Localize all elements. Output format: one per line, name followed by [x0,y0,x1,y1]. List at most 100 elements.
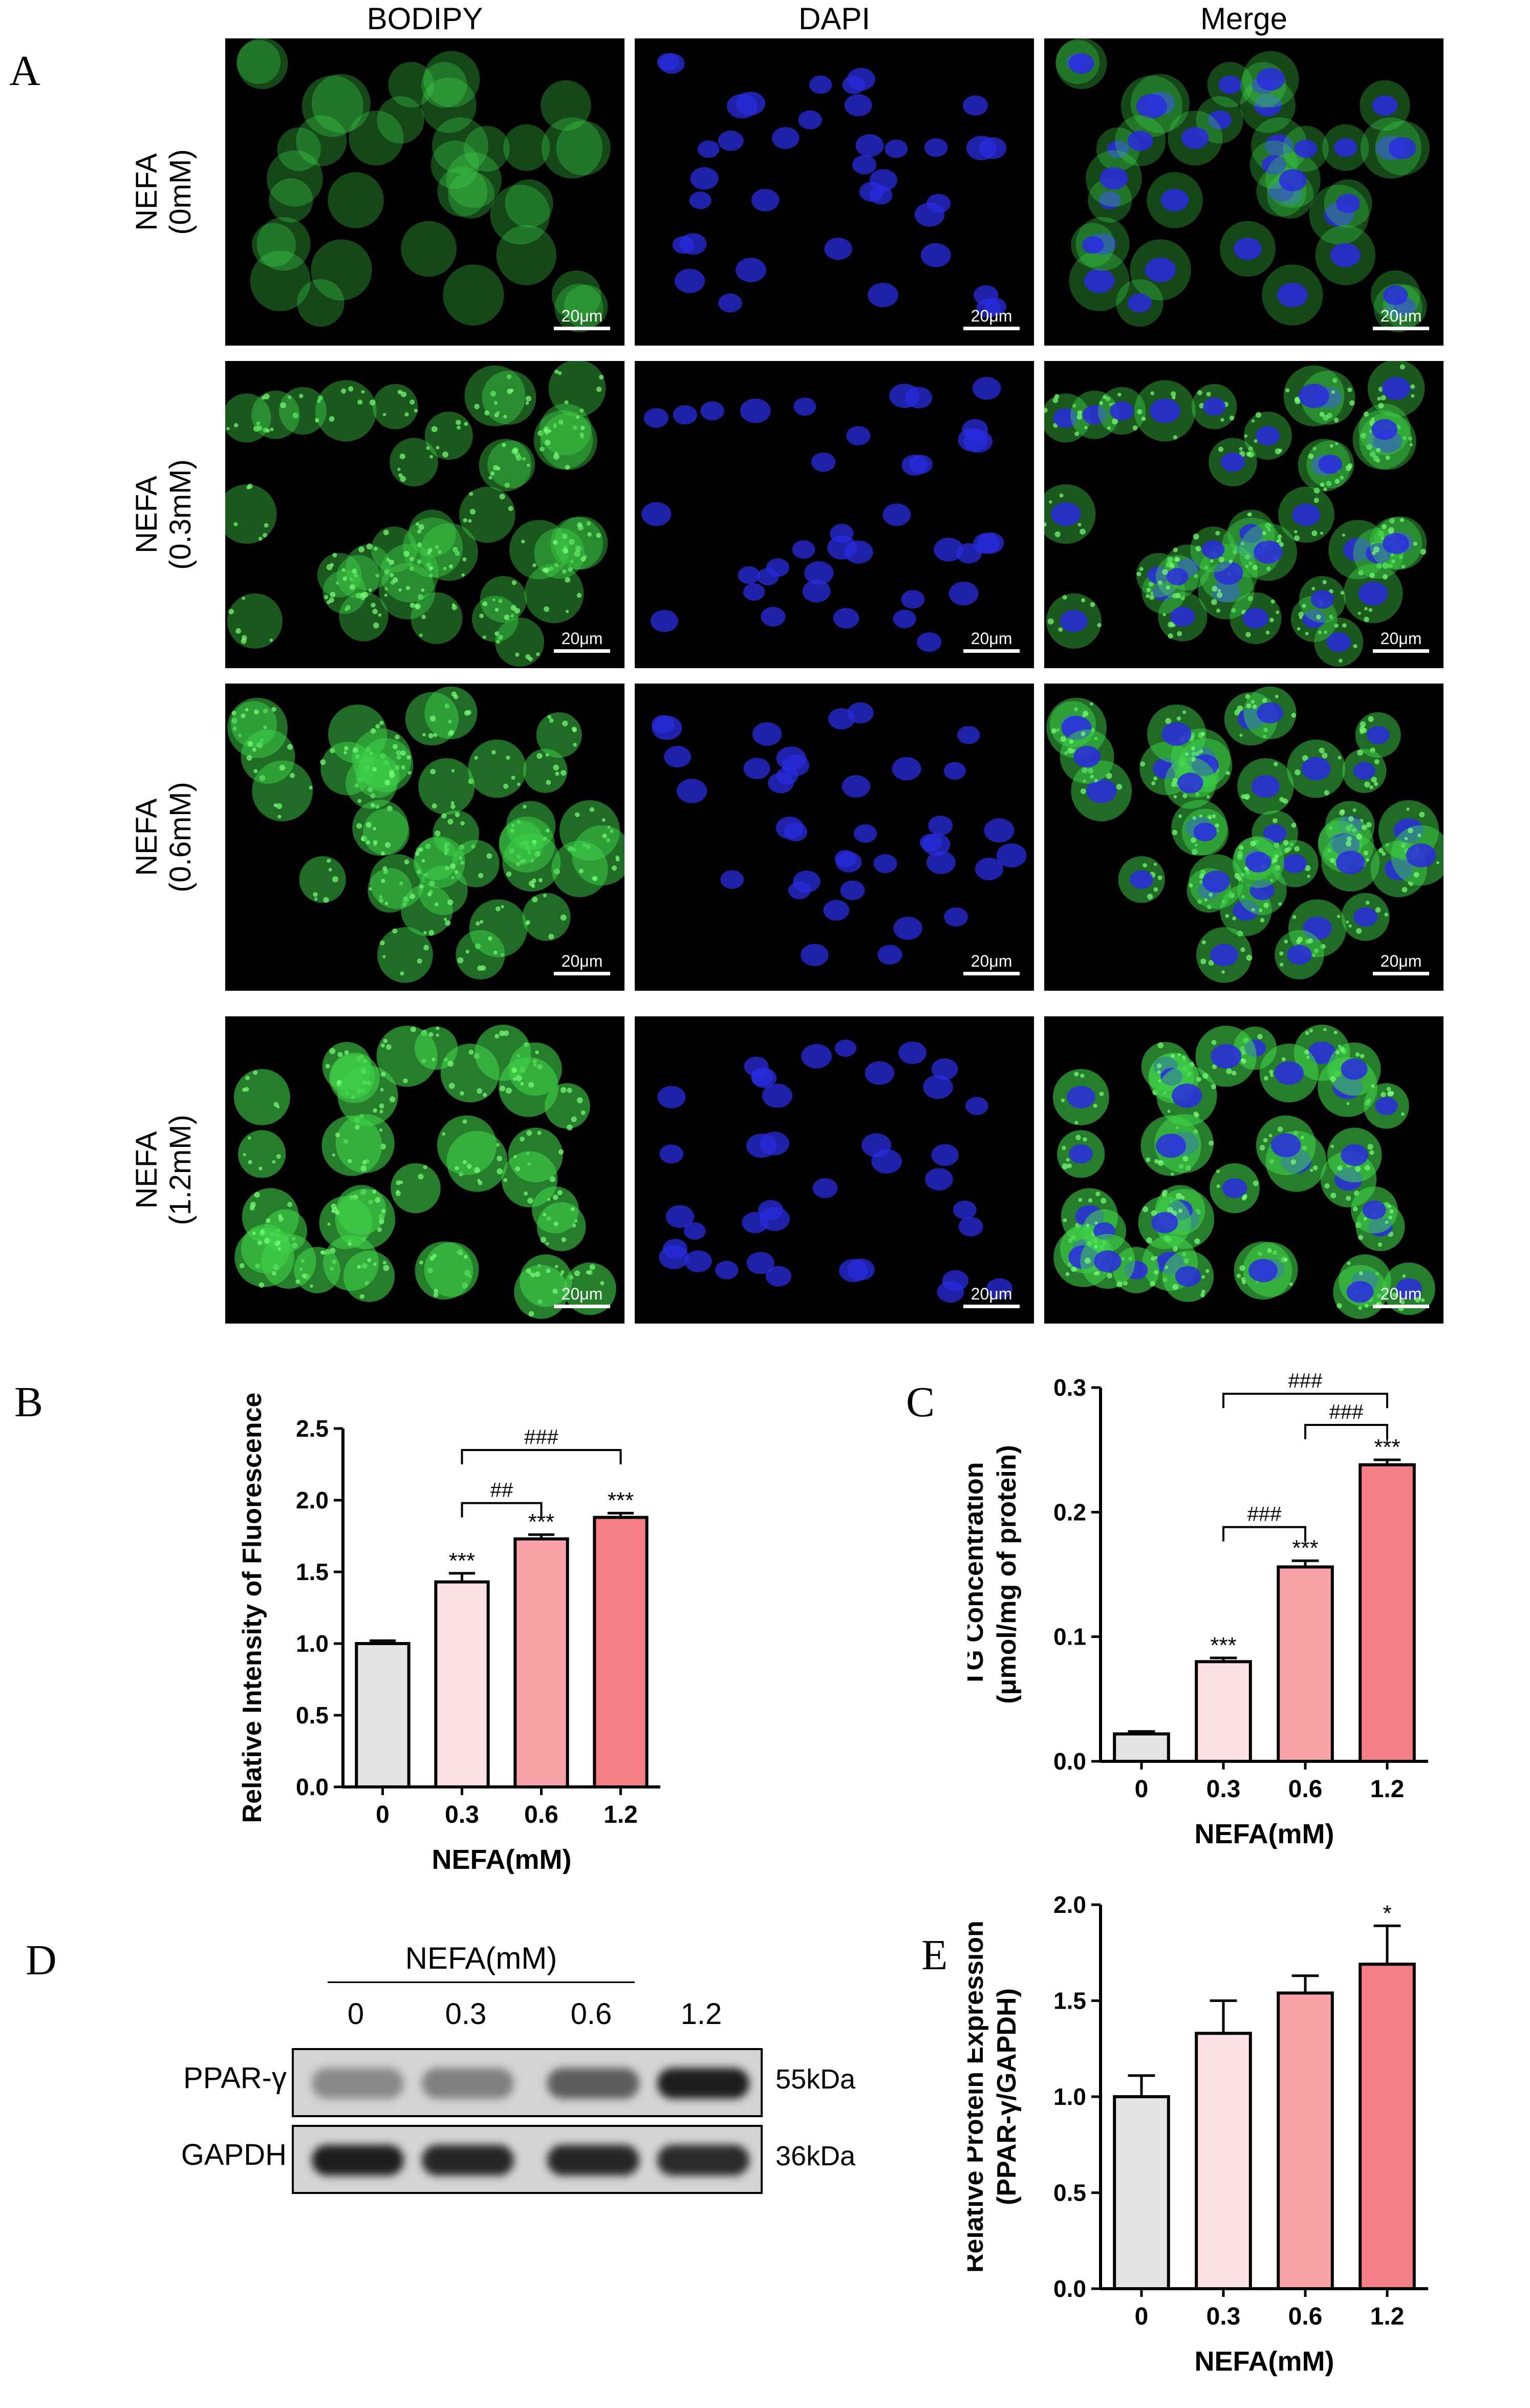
band [547,2068,639,2099]
scale-bar: 20μm [554,1285,610,1308]
scale-bar-line [1373,972,1429,975]
bracket-label: ### [524,1426,558,1448]
significance-star: *** [608,1488,634,1513]
chart-e-protein-expression: 0.0 0.5 1.0 1.5 2.0 0 0.3 0.6 1.2 * NEFA(mM) Relati… [967,1891,1428,2377]
micro-merge-row-2: 20μm [1044,684,1443,991]
y-tick-label: 2.5 [296,1415,329,1442]
band [312,2068,404,2099]
significance-bracket: ### [1222,1370,1388,1409]
row-label-line2: (0mM) [164,149,197,235]
bar-0.3 [1195,1660,1252,1763]
micro-bodipy-row-2: 20μm [225,684,624,991]
y-tick-label: 1.5 [1053,1988,1086,2014]
band [547,2145,639,2176]
x-tick-label: 0 [1135,1776,1149,1803]
y-tick-label: 2.0 [296,1487,329,1514]
micro-dapi-row-3: 20μm [635,1016,1034,1324]
scale-bar-label: 20μm [1380,1285,1422,1303]
panel-a-letter: A [9,47,40,95]
band-size: 36kDa [775,2141,856,2171]
y-tick-label: 1.5 [296,1559,329,1585]
y-tick-label: 0.3 [1053,1374,1086,1401]
blot-header: NEFA(mM) [405,1941,557,1975]
scale-bar-line [554,327,610,330]
scale-bar-label: 20μm [971,629,1012,648]
micro-merge-row-0: 20μm [1044,38,1443,346]
scale-bar: 20μm [963,307,1020,330]
scale-bar-label: 20μm [1380,629,1422,648]
bar-1.2 [1359,1463,1416,1763]
x-tick-label: 1.2 [1370,2303,1405,2330]
x-tick-label: 0 [376,1801,390,1828]
column-header-dapi: DAPI [798,2,871,36]
scale-bar-line [554,649,610,653]
row-label-line2: (1.2mM) [164,1115,197,1225]
y-tick-label: 0.0 [1053,2275,1086,2302]
scale-bar: 20μm [1373,952,1429,975]
y-tick-label: 0.0 [296,1774,329,1800]
scale-bar-line [1373,1305,1429,1308]
bar-0.6 [1277,1991,1334,2290]
x-tick-label: 0.6 [1288,1776,1323,1803]
blot-strip [292,2125,763,2194]
micro-bodipy-row-1: 20μm [225,361,624,668]
x-tick-label: 1.2 [1370,1776,1405,1803]
column-header-bodipy: BODIPY [367,2,483,36]
row-label-3: NEFA (1.2mM) [113,1016,215,1324]
western-blot: NEFA(mM) 0 0.3 0.6 1.2 PPAR-γ 55kDa GAPDH 36kDa [154,1930,911,2217]
scale-bar: 20μm [554,307,610,330]
panel-c-letter: C [906,1378,935,1426]
scale-bar-label: 20μm [1380,307,1422,325]
scale-bar: 20μm [1373,307,1429,330]
significance-star: *** [1210,1633,1236,1658]
scale-bar-label: 20μm [971,307,1012,325]
y-tick-label: 0.1 [1053,1624,1086,1650]
scale-bar-line [554,1305,610,1308]
significance-bracket: ### [1222,1503,1306,1542]
y-tick-label: 0.2 [1053,1499,1086,1525]
scale-bar-label: 20μm [561,307,603,325]
row-label-2: NEFA (0.6mM) [113,684,215,991]
x-axis-label: NEFA(mM) [432,1844,572,1874]
significance-star: * [1383,1901,1391,1926]
band-size: 55kDa [775,2064,856,2095]
scale-bar-label: 20μm [561,1285,603,1303]
scale-bar-line [1373,649,1429,653]
scale-bar: 20μm [963,1285,1020,1308]
y-tick-label: 0.5 [1053,2180,1086,2206]
y-tick-label: 0.0 [1053,1748,1086,1775]
micro-merge-row-1: 20μm [1044,361,1443,668]
panel-e-letter: E [921,1931,948,1979]
scale-bar-label: 20μm [971,952,1012,970]
lane-label: 0.3 [445,1997,487,2031]
y-axis-label-line2: (PPAR-γ/GAPDH) [992,1988,1022,2205]
x-tick-label: 0.3 [1206,1776,1241,1803]
column-header-merge: Merge [1200,2,1288,36]
panel-b-letter: B [14,1378,44,1426]
significance-star: *** [449,1548,475,1573]
micro-bodipy-row-0: 20μm [225,38,624,346]
scale-bar: 20μm [963,629,1020,653]
blot-strip [292,2048,763,2117]
row-label-1: NEFA (0.3mM) [113,361,215,668]
x-tick-label: 0.6 [1288,2303,1323,2330]
bar-0 [1113,1732,1170,1763]
y-tick-label: 1.0 [1053,2083,1086,2110]
bracket-label: ## [490,1479,513,1502]
bar-0.3 [434,1580,490,1788]
row-label-line1: NEFA [130,153,163,231]
bar-0.6 [513,1537,569,1788]
scale-bar-line [1373,327,1429,330]
bracket-label: ### [1247,1503,1282,1526]
row-label-line2: (0.3mM) [164,459,197,570]
blot-header-line [328,1981,635,1983]
significance-bracket: ## [461,1479,543,1518]
y-tick-label: 0.5 [296,1702,329,1729]
significance-bracket: ### [1304,1401,1388,1439]
bar-0.6 [1277,1565,1334,1763]
scale-bar: 20μm [963,952,1020,975]
band-name: GAPDH [181,2138,287,2171]
lane-label: 0.6 [570,1997,612,2031]
x-tick-label: 0.3 [1206,2303,1241,2330]
scale-bar-label: 20μm [1380,952,1422,970]
